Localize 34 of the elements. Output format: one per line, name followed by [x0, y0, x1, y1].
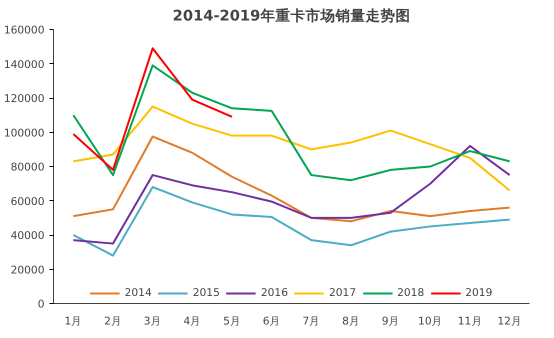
legend-label: 2017 [329, 286, 356, 299]
x-tick-label: 2月 [104, 314, 122, 328]
y-tick-label: 120000 [4, 92, 45, 105]
x-tick-label: 3月 [144, 314, 162, 328]
line-series [72, 106, 511, 192]
x-tick-label: 8月 [342, 314, 360, 328]
x-tick-label: 7月 [302, 314, 320, 328]
x-tick-label: 11月 [458, 314, 482, 328]
legend-label: 2015 [192, 286, 220, 299]
x-tick-label: 9月 [382, 314, 400, 328]
x-tick-label: 4月 [183, 314, 202, 328]
line-series [72, 64, 511, 182]
y-tick-label: 0 [38, 298, 45, 310]
x-tick-label: 12月 [497, 314, 522, 328]
chart-title: 2014-2019年重卡市场销量走势图 [172, 6, 410, 24]
x-tick-label: 10月 [418, 314, 443, 328]
x-tick-label: 1月 [64, 314, 82, 328]
y-tick-label: 60000 [10, 194, 45, 208]
line-series [72, 186, 511, 257]
y-tick-label: 100000 [4, 126, 45, 140]
line-series [72, 144, 511, 245]
legend-label: 2016 [260, 286, 288, 299]
y-tick-label: 160000 [4, 24, 45, 36]
legend-label: 2014 [124, 286, 152, 299]
x-tick-label: 5月 [223, 314, 241, 328]
y-tick-label: 40000 [10, 229, 45, 242]
line-series [72, 136, 511, 222]
y-tick-label: 20000 [10, 263, 45, 276]
y-tick-label: 140000 [4, 58, 45, 71]
y-tick-label: 80000 [10, 160, 45, 174]
line-series [72, 47, 233, 171]
legend-label: 2018 [397, 286, 424, 299]
legend-label: 2019 [465, 286, 492, 299]
x-tick-label: 6月 [262, 314, 281, 328]
